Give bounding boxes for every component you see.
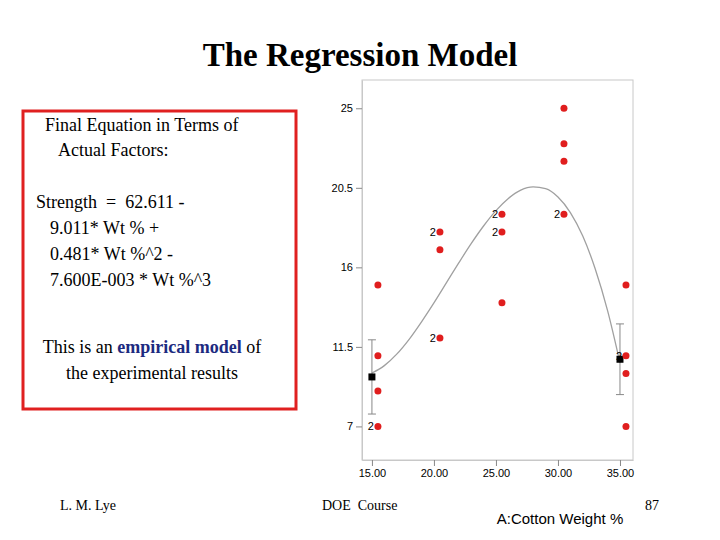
- y-axis-line: [362, 81, 363, 461]
- point-count: 2: [492, 208, 498, 220]
- point-count: 2: [554, 208, 560, 220]
- data-point: [560, 140, 567, 147]
- fit-curve: [372, 187, 620, 373]
- y-tick: 20.5: [332, 182, 362, 194]
- error-bar-cap: [616, 394, 624, 395]
- data-point: [374, 388, 381, 395]
- note-text: of: [242, 337, 262, 357]
- note-text: This is an: [43, 337, 118, 357]
- x-axis: 15.00 20.00 25.00 30.00 35.00: [359, 460, 635, 479]
- text-box: [23, 111, 296, 409]
- x-tick-mark: [434, 460, 435, 466]
- y-tick: 25: [341, 102, 362, 114]
- y-tick-mark: [356, 267, 362, 268]
- data-point: [622, 370, 629, 377]
- error-bar: [368, 340, 376, 414]
- x-tick: 25.00: [483, 460, 511, 479]
- y-tick: 11.5: [332, 341, 362, 353]
- x-tick-label: 30.00: [545, 467, 573, 479]
- x-tick-label: 35.00: [607, 467, 635, 479]
- x-axis-title: A:Cotton Weight %: [497, 510, 623, 527]
- x-tick-mark: [496, 460, 497, 466]
- x-axis-line: [363, 460, 634, 461]
- footer-course: DOE Course: [322, 498, 397, 513]
- point-count: 2: [616, 350, 622, 362]
- y-axis: 7 11.5 16 20.5 25: [332, 81, 363, 461]
- y-tick-label: 20.5: [332, 182, 353, 194]
- y-tick-mark: [356, 426, 362, 427]
- equation-line: 0.481* Wt %^2 -: [50, 244, 173, 264]
- data-point: [374, 282, 381, 289]
- slide-title: The Regression Model: [203, 37, 518, 73]
- mean-marker: [368, 373, 375, 380]
- point-count: 2: [368, 420, 374, 432]
- data-point: [622, 423, 629, 430]
- y-tick-mark: [356, 188, 362, 189]
- data-point: [498, 299, 505, 306]
- equation-line: 9.011* Wt % +: [50, 218, 159, 238]
- y-tick-label: 16: [341, 261, 353, 273]
- x-tick-mark: [620, 460, 621, 466]
- error-bar-cap: [368, 339, 376, 340]
- y-tick: 16: [341, 261, 362, 273]
- data-point: [498, 211, 505, 218]
- data-point: [436, 246, 443, 253]
- data-point: [436, 335, 443, 342]
- x-tick-label: 20.00: [421, 467, 449, 479]
- y-tick-label: 11.5: [332, 341, 353, 353]
- plot-frame: [362, 80, 633, 460]
- x-tick: 15.00: [359, 460, 387, 479]
- point-count: 2: [492, 226, 498, 238]
- equation-line: 7.600E-003 * Wt %^3: [50, 270, 211, 290]
- y-tick-mark: [356, 108, 362, 109]
- y-tick: 7: [347, 420, 362, 432]
- x-tick-label: 15.00: [359, 467, 387, 479]
- point-count: 2: [430, 226, 436, 238]
- error-bar-cap: [368, 414, 376, 415]
- point-count: 2: [430, 332, 436, 344]
- box-heading: Actual Factors:: [58, 140, 168, 160]
- data-point: [560, 211, 567, 218]
- x-tick-mark: [372, 460, 373, 466]
- error-bar: [616, 324, 624, 395]
- plot-marks: [368, 105, 630, 430]
- data-point: [374, 352, 381, 359]
- y-tick-mark: [356, 347, 362, 348]
- data-point: [622, 282, 629, 289]
- equation-line: Strength = 62.611 -: [36, 192, 184, 212]
- slide: The Regression Model Final Equation in Te…: [0, 0, 720, 540]
- data-point: [498, 229, 505, 236]
- x-tick: 20.00: [421, 460, 449, 479]
- data-point: [560, 158, 567, 165]
- data-point: [374, 423, 381, 430]
- x-tick: 35.00: [607, 460, 635, 479]
- box-note: This is an empirical model of: [43, 337, 261, 357]
- footer-author: L. M. Lye: [60, 498, 116, 513]
- data-point: [436, 229, 443, 236]
- note-emphasis: empirical model: [117, 337, 241, 357]
- y-tick-label: 7: [347, 420, 353, 432]
- footer-page: 87: [645, 498, 659, 513]
- box-heading: Final Equation in Terms of: [45, 115, 238, 135]
- x-tick-label: 25.00: [483, 467, 511, 479]
- error-bar-cap: [616, 323, 624, 324]
- data-point: [622, 352, 629, 359]
- data-point: [560, 105, 567, 112]
- y-tick-label: 25: [341, 102, 353, 114]
- x-tick: 30.00: [545, 460, 573, 479]
- box-note: the experimental results: [66, 363, 238, 383]
- x-tick-mark: [558, 460, 559, 466]
